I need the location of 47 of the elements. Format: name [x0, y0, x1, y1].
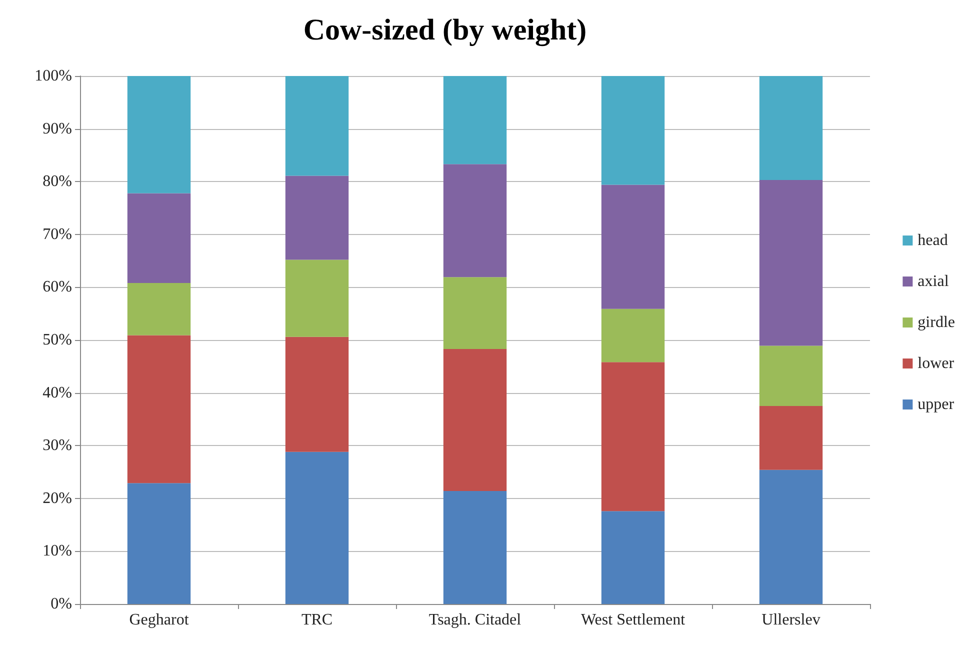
x-tick-label: Ullerslev — [762, 612, 820, 628]
legend-label: axial — [918, 273, 950, 290]
bar — [127, 483, 191, 604]
bar — [285, 176, 349, 260]
bar — [601, 511, 665, 604]
bar — [759, 180, 823, 346]
x-tick-label: TRC — [301, 612, 333, 628]
bar — [127, 76, 191, 194]
bar — [759, 470, 823, 604]
bar — [759, 76, 823, 180]
bar — [601, 362, 665, 512]
bar — [443, 277, 507, 349]
chart-title: Cow-sized (by weight) — [303, 14, 587, 46]
bar — [443, 491, 507, 604]
legend-label: upper — [918, 396, 955, 413]
legend-label: girdle — [918, 314, 956, 331]
x-tick-label: West Settlement — [580, 612, 686, 628]
bar — [443, 164, 507, 278]
x-tick-label: Gegharot — [129, 612, 190, 628]
y-tick-label: 50% — [42, 332, 72, 348]
bar — [285, 260, 349, 337]
bar — [285, 336, 349, 452]
y-tick-label: 90% — [42, 120, 72, 138]
bar — [127, 282, 191, 336]
legend-label: lower — [918, 355, 955, 372]
bar — [127, 193, 191, 283]
y-tick-label: 10% — [42, 542, 72, 560]
y-tick-label: 40% — [42, 384, 72, 402]
bar — [443, 76, 507, 164]
bar — [601, 184, 665, 309]
bar — [285, 452, 349, 604]
bar — [759, 346, 823, 406]
y-tick-label: 20% — [42, 490, 72, 507]
bar — [443, 348, 507, 492]
bar — [127, 335, 191, 484]
y-tick-label: 70% — [42, 226, 72, 243]
y-tick-label: 80% — [42, 173, 72, 190]
bar — [759, 406, 823, 470]
y-tick-label: 30% — [42, 437, 72, 454]
x-tick-label: Tsagh. Citadel — [428, 612, 522, 628]
y-tick-label: 100% — [34, 68, 72, 84]
y-tick-label: 0% — [50, 596, 72, 612]
bar — [285, 76, 349, 176]
legend-label: head — [918, 232, 948, 249]
y-tick-label: 60% — [42, 278, 72, 296]
bar — [601, 76, 665, 185]
bar — [601, 308, 665, 362]
